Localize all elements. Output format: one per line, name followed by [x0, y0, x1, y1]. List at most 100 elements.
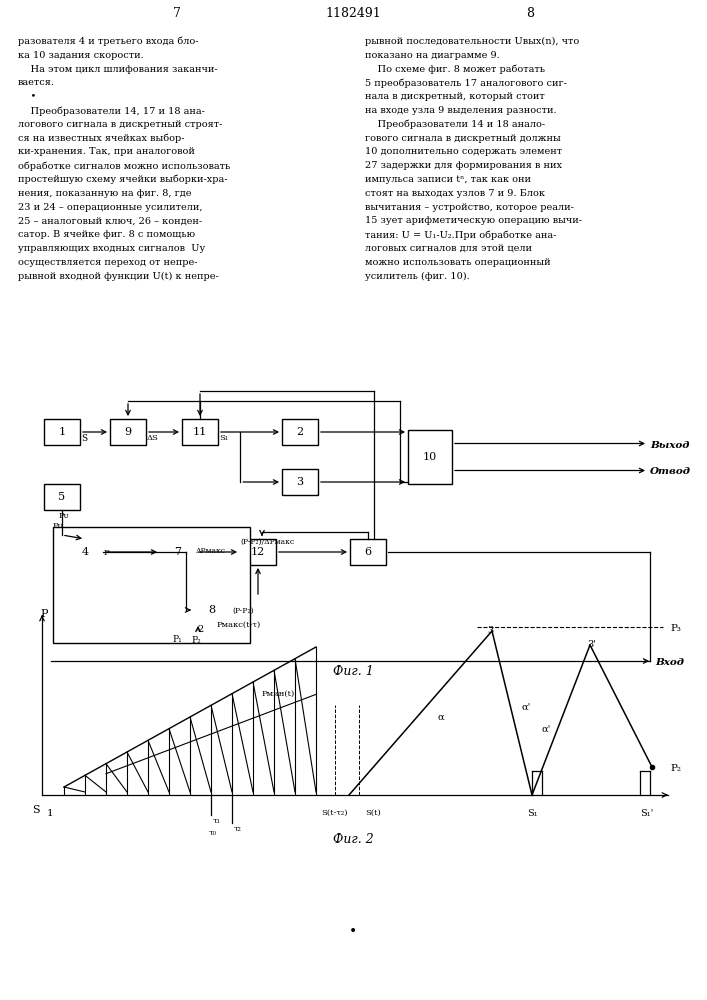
Text: 1: 1: [47, 809, 53, 818]
Text: Pмин(t): Pмин(t): [262, 689, 296, 697]
Text: вается.: вается.: [18, 78, 55, 87]
Text: τ₂: τ₂: [234, 825, 242, 833]
Text: 11: 11: [193, 427, 207, 437]
Text: 2: 2: [197, 625, 203, 634]
Bar: [44, 484, 80, 510]
Text: S(t-τ₂): S(t-τ₂): [322, 809, 349, 817]
Text: P: P: [104, 549, 110, 557]
Text: нения, показанную на фиг. 8, где: нения, показанную на фиг. 8, где: [18, 189, 192, 198]
Text: P₃: P₃: [670, 624, 681, 633]
Text: 25 – аналоговый ключ, 26 – конден-: 25 – аналоговый ключ, 26 – конден-: [18, 216, 202, 225]
Text: показано на диаграмме 9.: показано на диаграмме 9.: [365, 51, 500, 60]
Text: 3': 3': [587, 640, 596, 649]
Text: стоят на выходах узлов 7 и 9. Блок: стоят на выходах узлов 7 и 9. Блок: [365, 189, 545, 198]
Bar: [282, 469, 318, 495]
Text: 8: 8: [209, 605, 216, 615]
Text: ки-хранения. Так, при аналоговой: ки-хранения. Так, при аналоговой: [18, 147, 195, 156]
Text: Pᴜ: Pᴜ: [59, 512, 69, 520]
Text: S₁': S₁': [641, 809, 654, 818]
Bar: [408, 430, 452, 484]
Text: ΔPмакс: ΔPмакс: [196, 547, 226, 555]
Text: вычитания – устройство, которое реали-: вычитания – устройство, которое реали-: [365, 203, 574, 212]
Text: Фиг. 2: Фиг. 2: [332, 833, 373, 846]
Text: разователя 4 и третьего входа бло-: разователя 4 и третьего входа бло-: [18, 37, 199, 46]
Text: 3: 3: [296, 477, 303, 487]
Text: Вход: Вход: [655, 658, 684, 667]
Text: Pмакс(t-τ): Pмакс(t-τ): [217, 621, 262, 629]
Text: 8: 8: [526, 7, 534, 20]
Text: 27 задержки для формирования в них: 27 задержки для формирования в них: [365, 161, 562, 170]
Text: S: S: [81, 434, 87, 443]
Text: P₂: P₂: [191, 636, 201, 645]
Text: 2: 2: [296, 427, 303, 437]
Text: управляющих входных сигналов  Uу: управляющих входных сигналов Uу: [18, 244, 205, 253]
Text: импульса записи tⁿ, так как они: импульса записи tⁿ, так как они: [365, 175, 531, 184]
Text: На этом цикл шлифования заканчи-: На этом цикл шлифования заканчи-: [18, 65, 218, 74]
Text: α: α: [437, 713, 443, 722]
Text: 4: 4: [81, 547, 88, 557]
Text: рывной входной функции U(t) к непре-: рывной входной функции U(t) к непре-: [18, 272, 218, 281]
Text: 10 дополнительно содержать элемент: 10 дополнительно содержать элемент: [365, 147, 562, 156]
Text: Фиг. 1: Фиг. 1: [332, 665, 373, 678]
Bar: [110, 419, 146, 445]
Text: τ₁: τ₁: [213, 817, 221, 825]
Text: Преобразователи 14 и 18 анало-: Преобразователи 14 и 18 анало-: [365, 120, 545, 129]
Text: P₂: P₂: [670, 764, 681, 773]
Text: на входе узла 9 выделения разности.: на входе узла 9 выделения разности.: [365, 106, 556, 115]
Text: •: •: [18, 92, 36, 101]
Text: (P-P₂): (P-P₂): [232, 607, 254, 615]
Bar: [282, 419, 318, 445]
Bar: [194, 597, 230, 623]
Text: 1182491: 1182491: [325, 7, 381, 20]
Text: обработке сигналов можно использовать: обработке сигналов можно использовать: [18, 161, 230, 171]
Bar: [350, 539, 386, 565]
Text: Выход: Выход: [650, 440, 689, 450]
Text: 12: 12: [251, 547, 265, 557]
Text: осуществляется переход от непре-: осуществляется переход от непре-: [18, 258, 197, 267]
Text: Pᴜ: Pᴜ: [53, 522, 64, 530]
Text: P₁: P₁: [172, 635, 182, 644]
Text: 7: 7: [175, 547, 182, 557]
Text: (P-P₂)/ΔPмакс: (P-P₂)/ΔPмакс: [240, 538, 294, 546]
Text: По схеме фиг. 8 может работать: По схеме фиг. 8 может работать: [365, 65, 545, 74]
Text: S₁: S₁: [219, 434, 228, 442]
Text: S₁: S₁: [527, 809, 537, 818]
Text: 9: 9: [124, 427, 132, 437]
Bar: [44, 419, 80, 445]
Text: α': α': [522, 703, 532, 712]
Text: Отвод: Отвод: [650, 468, 691, 477]
Text: простейшую схему ячейки выборки-хра-: простейшую схему ячейки выборки-хра-: [18, 175, 228, 184]
Text: P: P: [40, 609, 48, 619]
Text: логового сигнала в дискретный строят-: логового сигнала в дискретный строят-: [18, 120, 223, 129]
Text: гового сигнала в дискретный должны: гового сигнала в дискретный должны: [365, 134, 561, 143]
Text: сатор. В ячейке фиг. 8 с помощью: сатор. В ячейке фиг. 8 с помощью: [18, 230, 195, 239]
Text: •: •: [349, 925, 357, 939]
Bar: [53, 527, 250, 643]
Text: 5: 5: [59, 492, 66, 502]
Bar: [240, 539, 276, 565]
Text: τ₀: τ₀: [209, 829, 217, 837]
Text: ся на известных ячейках выбор-: ся на известных ячейках выбор-: [18, 134, 185, 143]
Text: 3: 3: [487, 626, 493, 635]
Text: 6: 6: [364, 547, 372, 557]
Text: 5 преобразователь 17 аналогового сиг-: 5 преобразователь 17 аналогового сиг-: [365, 78, 567, 88]
Text: логовых сигналов для этой цели: логовых сигналов для этой цели: [365, 244, 532, 253]
Text: S: S: [33, 805, 40, 815]
Text: 10: 10: [423, 452, 437, 462]
Text: тания: U = U₁-U₂.При обработке ана-: тания: U = U₁-U₂.При обработке ана-: [365, 230, 556, 240]
Text: ΔS: ΔS: [147, 434, 159, 442]
Text: нала в дискретный, который стоит: нала в дискретный, который стоит: [365, 92, 545, 101]
Text: 23 и 24 – операционные усилители,: 23 и 24 – операционные усилители,: [18, 203, 202, 212]
Text: рывной последовательности Uвых(n), что: рывной последовательности Uвых(n), что: [365, 37, 579, 46]
Text: 1: 1: [59, 427, 66, 437]
Text: α': α': [542, 725, 551, 734]
Text: 15 зует арифметическую операцию вычи-: 15 зует арифметическую операцию вычи-: [365, 216, 582, 225]
Text: усилитель (фиг. 10).: усилитель (фиг. 10).: [365, 272, 469, 281]
Bar: [67, 539, 103, 565]
Text: ка 10 задания скорости.: ка 10 задания скорости.: [18, 51, 144, 60]
Text: S(t): S(t): [365, 809, 381, 817]
Text: можно использовать операционный: можно использовать операционный: [365, 258, 551, 267]
Bar: [160, 539, 196, 565]
Text: 7: 7: [173, 7, 181, 20]
Bar: [182, 419, 218, 445]
